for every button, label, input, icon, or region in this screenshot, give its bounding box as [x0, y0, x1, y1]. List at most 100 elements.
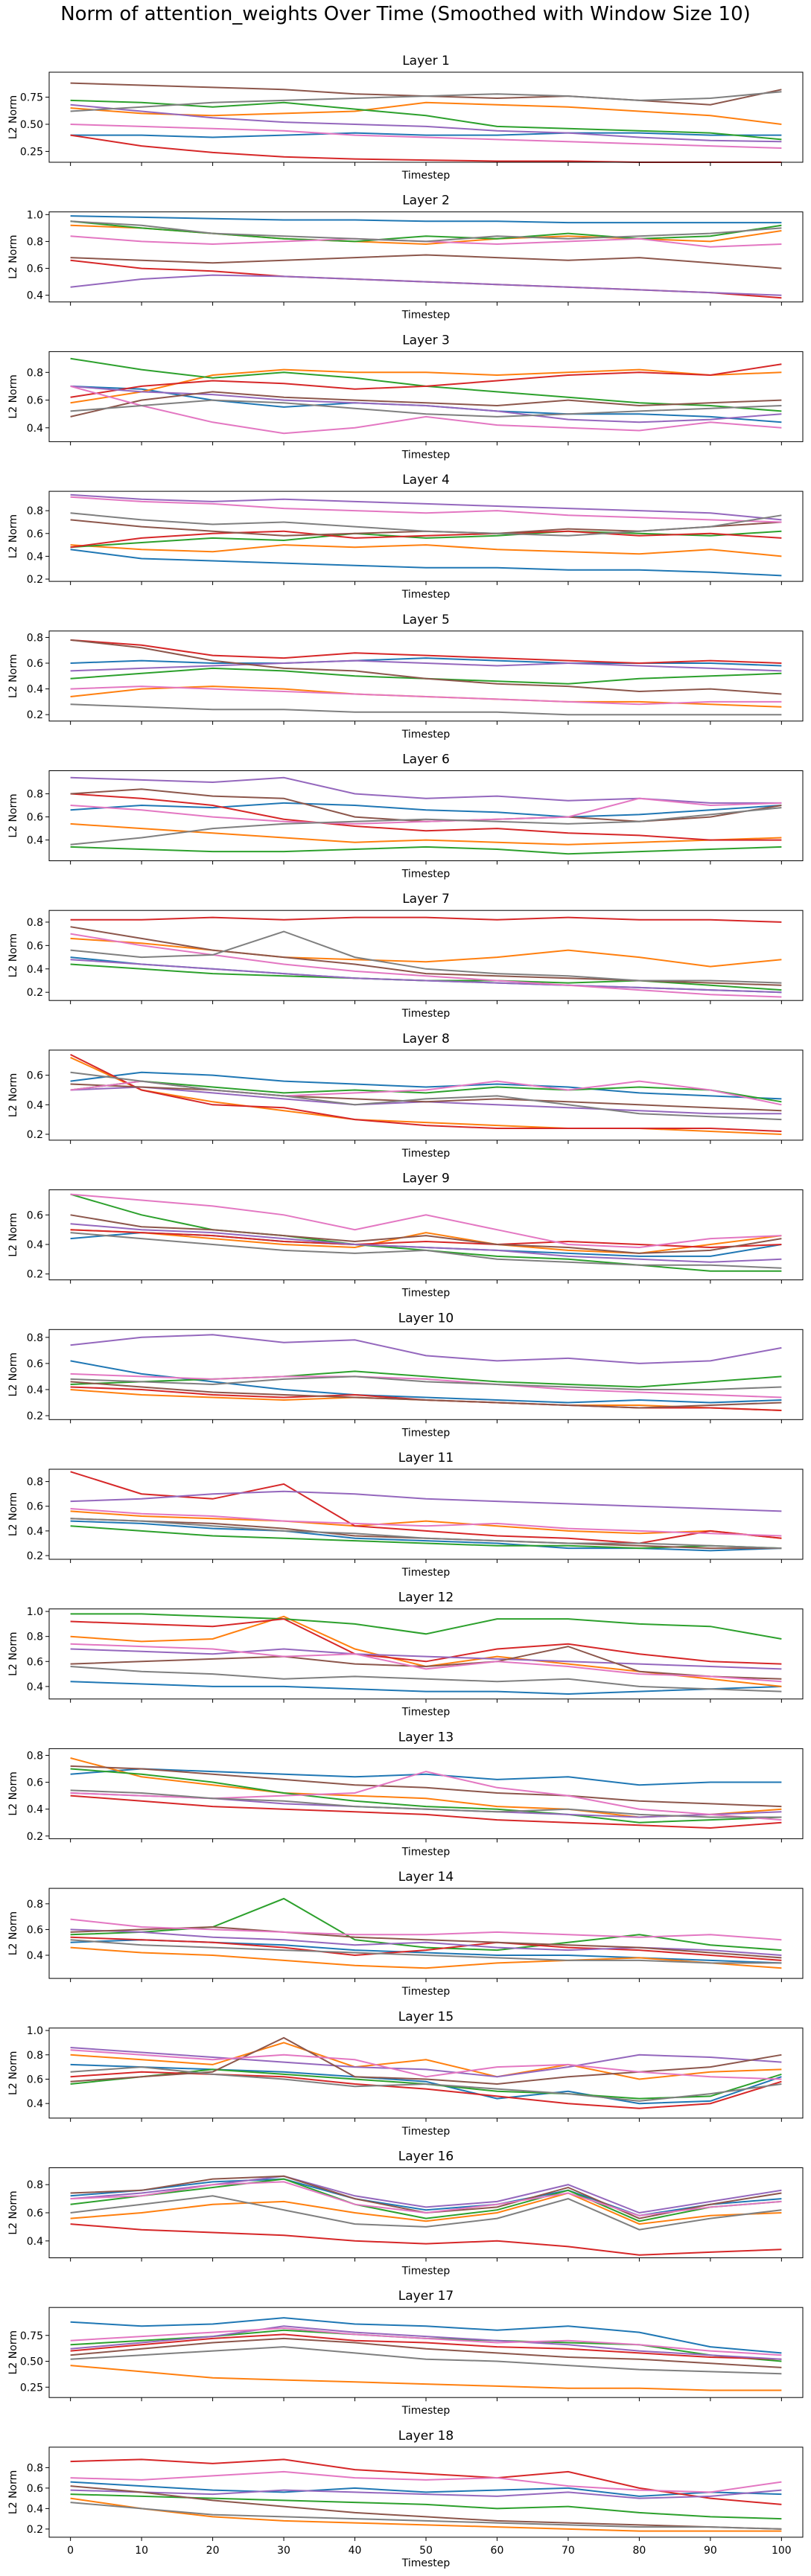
series-line-6 [70, 391, 782, 418]
subplot-layer-6: Layer 6 0.4 0.6 0.8 Timestep L2 Norm [7, 752, 804, 880]
series-line-6 [70, 2337, 782, 2368]
x-axis-label: Timestep [401, 1986, 451, 1998]
series-line-4 [70, 1054, 782, 1132]
series-line-7 [70, 2049, 782, 2080]
y-tick-label: 0.6 [27, 2074, 43, 2086]
x-axis-label: Timestep [401, 2126, 451, 2138]
y-axis-label: L2 Norm [7, 2470, 19, 2514]
series-line-5 [70, 2325, 782, 2360]
y-tick-label: 0.8 [27, 917, 43, 929]
y-tick-label: 0.4 [27, 2236, 43, 2248]
series-line-8 [70, 512, 782, 537]
y-tick-label: 0.4 [27, 684, 43, 696]
y-tick-label: 0.8 [27, 1332, 43, 1344]
subplot-title: Layer 1 [402, 54, 450, 68]
series-line-8 [70, 1789, 782, 1818]
y-axis-label: L2 Norm [7, 793, 19, 837]
y-axis-label: L2 Norm [7, 1073, 19, 1117]
series-line-5 [70, 1490, 782, 1512]
series-line-2 [70, 2497, 782, 2532]
series-line-4 [70, 639, 782, 665]
series-line-5 [70, 659, 782, 672]
axes-frame [48, 351, 804, 442]
y-tick-label: 0.75 [20, 92, 43, 104]
y-axis-label: L2 Norm [7, 514, 19, 558]
series-line-1 [70, 215, 782, 224]
y-tick-label: 1.0 [27, 1606, 43, 1618]
series-line-3 [70, 1525, 782, 1550]
x-axis-label: Timestep [401, 170, 451, 182]
series-line-8 [70, 1071, 782, 1121]
series-line-7 [70, 2470, 782, 2493]
series-line-6 [70, 788, 782, 822]
y-tick-label: 0.8 [27, 1477, 43, 1489]
x-axis-label: Timestep [401, 2557, 451, 2569]
subplot-title: Layer 14 [398, 1870, 454, 1885]
y-axis-label: L2 Norm [7, 654, 19, 698]
y-tick-label: 0.4 [27, 1099, 43, 1111]
y-tick-label: 0.6 [27, 1070, 43, 1082]
series-line-5 [70, 103, 782, 143]
y-tick-label: 0.6 [27, 940, 43, 952]
series-line-4 [70, 1936, 782, 1961]
y-tick-label: 0.4 [27, 2098, 43, 2110]
series-line-6 [70, 926, 782, 986]
y-tick-label: 0.4 [27, 2503, 43, 2515]
series-line-6 [70, 639, 782, 695]
series-line-8 [70, 1518, 782, 1550]
series-line-2 [70, 937, 782, 968]
series-line-5 [70, 2047, 782, 2078]
subplot-title: Layer 10 [398, 1311, 454, 1326]
y-tick-label: 0.8 [27, 2179, 43, 2191]
subplot-title: Layer 5 [402, 613, 450, 627]
y-axis-label: L2 Norm [7, 95, 19, 139]
subplot-layer-10: Layer 10 0.2 0.4 0.6 0.8 Timestep L2 Norm [7, 1311, 804, 1439]
y-axis-label: L2 Norm [7, 374, 19, 418]
series-line-5 [70, 274, 782, 296]
series-line-8 [70, 2346, 782, 2375]
x-axis-label: Timestep [401, 1288, 451, 1300]
series-line-8 [70, 703, 782, 716]
series-line-8 [70, 2195, 782, 2231]
series-line-4 [70, 1229, 782, 1249]
series-line-8 [70, 91, 782, 112]
subplot-layer-3: Layer 3 0.4 0.6 0.8 Timestep L2 Norm [7, 333, 804, 461]
series-line-4 [70, 916, 782, 923]
y-axis-label: L2 Norm [7, 2051, 19, 2095]
series-line-2 [70, 822, 782, 846]
y-tick-label: 0.4 [27, 835, 43, 847]
y-tick-label: 0.4 [27, 964, 43, 976]
series-line-8 [70, 1939, 782, 1964]
series-line-7 [70, 1372, 782, 1399]
series-line-7 [70, 385, 782, 435]
series-line-1 [70, 2317, 782, 2354]
series-line-2 [70, 101, 782, 125]
series-line-8 [70, 807, 782, 846]
series-line-1 [70, 1360, 782, 1404]
y-tick-label: 0.8 [27, 367, 43, 379]
subplot-title: Layer 7 [402, 892, 450, 907]
series-line-7 [70, 685, 782, 706]
y-tick-label: 0.2 [27, 1410, 43, 1422]
x-axis-label: Timestep [401, 1427, 451, 1439]
series-line-5 [70, 1086, 782, 1115]
y-tick-label: 0.8 [27, 236, 43, 248]
subplot-title: Layer 15 [398, 2010, 454, 2024]
series-line-3 [70, 667, 782, 685]
axes-frame [48, 910, 804, 1001]
subplot-title: Layer 8 [402, 1032, 450, 1046]
y-tick-label: 0.6 [27, 1656, 43, 1668]
subplot-title: Layer 17 [398, 2289, 454, 2304]
x-axis-label: Timestep [401, 869, 451, 880]
axes-frame [48, 211, 804, 303]
series-line-3 [70, 1613, 782, 1640]
y-tick-label: 0.2 [27, 709, 43, 721]
y-tick-label: 0.8 [27, 1631, 43, 1643]
series-line-3 [70, 2178, 782, 2222]
x-tick-label: 0 [67, 2545, 74, 2557]
y-tick-label: 0.4 [27, 1804, 43, 1816]
y-axis-label: L2 Norm [7, 1911, 19, 1955]
y-tick-label: 0.25 [20, 146, 43, 158]
subplot-layer-7: Layer 7 0.2 0.4 0.6 0.8 Timestep L2 Norm [7, 892, 804, 1020]
series-line-6 [70, 1214, 782, 1254]
